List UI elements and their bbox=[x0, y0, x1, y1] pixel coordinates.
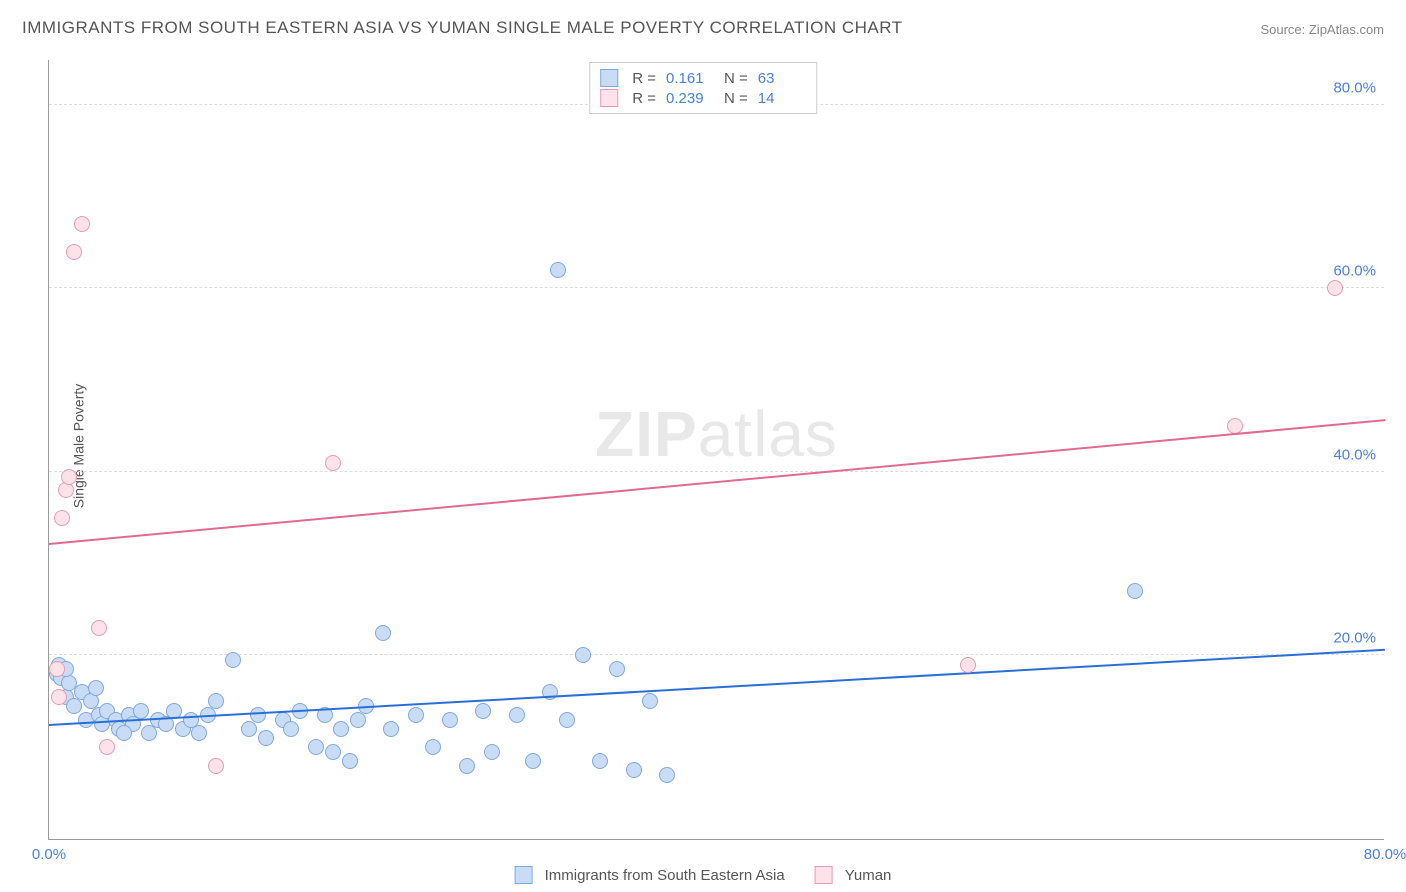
data-point bbox=[283, 721, 299, 737]
gridline bbox=[49, 471, 1384, 472]
data-point bbox=[342, 753, 358, 769]
data-point bbox=[383, 721, 399, 737]
data-point bbox=[325, 744, 341, 760]
data-point bbox=[609, 661, 625, 677]
data-point bbox=[484, 744, 500, 760]
stat-r-value: 0.161 bbox=[666, 70, 714, 87]
y-tick-label: 80.0% bbox=[1333, 79, 1376, 96]
data-point bbox=[659, 767, 675, 783]
plot-area: ZIPatlas 20.0%40.0%60.0%80.0%0.0%80.0% bbox=[48, 60, 1384, 840]
data-point bbox=[592, 753, 608, 769]
stat-n-label: N = bbox=[724, 90, 748, 107]
y-tick-label: 60.0% bbox=[1333, 263, 1376, 280]
stat-n-value: 14 bbox=[758, 90, 806, 107]
data-point bbox=[225, 652, 241, 668]
data-point bbox=[350, 712, 366, 728]
x-tick-label: 0.0% bbox=[32, 846, 66, 863]
data-point bbox=[91, 620, 107, 636]
data-point bbox=[408, 707, 424, 723]
data-point bbox=[133, 703, 149, 719]
legend-stat-row: R = 0.239 N = 14 bbox=[600, 89, 806, 107]
gridline bbox=[49, 287, 1384, 288]
data-point bbox=[116, 725, 132, 741]
data-point bbox=[208, 693, 224, 709]
data-point bbox=[141, 725, 157, 741]
data-point bbox=[51, 689, 67, 705]
data-point bbox=[375, 625, 391, 641]
data-point bbox=[960, 657, 976, 673]
data-point bbox=[58, 482, 74, 498]
data-point bbox=[325, 455, 341, 471]
legend-series-label: Yuman bbox=[845, 867, 892, 884]
data-point bbox=[308, 739, 324, 755]
data-point bbox=[333, 721, 349, 737]
y-tick-label: 40.0% bbox=[1333, 446, 1376, 463]
legend-series: Immigrants from South Eastern Asia Yuman bbox=[515, 866, 892, 884]
data-point bbox=[74, 216, 90, 232]
data-point bbox=[425, 739, 441, 755]
data-point bbox=[1327, 280, 1343, 296]
legend-series-item: Yuman bbox=[815, 866, 892, 884]
data-point bbox=[575, 647, 591, 663]
data-point bbox=[475, 703, 491, 719]
data-point bbox=[54, 510, 70, 526]
data-point bbox=[509, 707, 525, 723]
stat-r-label: R = bbox=[632, 90, 656, 107]
stat-n-value: 63 bbox=[758, 70, 806, 87]
data-point bbox=[258, 730, 274, 746]
data-point bbox=[241, 721, 257, 737]
gridline bbox=[49, 654, 1384, 655]
data-point bbox=[49, 661, 65, 677]
data-point bbox=[525, 753, 541, 769]
legend-swatch bbox=[515, 866, 533, 884]
legend-swatch bbox=[600, 69, 618, 87]
legend-swatch bbox=[600, 89, 618, 107]
chart-title: IMMIGRANTS FROM SOUTH EASTERN ASIA VS YU… bbox=[22, 18, 903, 38]
trend-line bbox=[49, 419, 1385, 545]
data-point bbox=[208, 758, 224, 774]
data-point bbox=[191, 725, 207, 741]
legend-stats-box: R = 0.161 N = 63 R = 0.239 N = 14 bbox=[589, 62, 817, 114]
data-point bbox=[66, 698, 82, 714]
stat-r-label: R = bbox=[632, 70, 656, 87]
legend-swatch bbox=[815, 866, 833, 884]
stat-n-label: N = bbox=[724, 70, 748, 87]
source-attribution: Source: ZipAtlas.com bbox=[1260, 22, 1384, 37]
y-tick-label: 20.0% bbox=[1333, 630, 1376, 647]
legend-series-label: Immigrants from South Eastern Asia bbox=[545, 867, 785, 884]
legend-series-item: Immigrants from South Eastern Asia bbox=[515, 866, 785, 884]
data-point bbox=[250, 707, 266, 723]
data-point bbox=[550, 262, 566, 278]
data-point bbox=[459, 758, 475, 774]
watermark-text: ZIPatlas bbox=[595, 397, 838, 471]
stat-r-value: 0.239 bbox=[666, 90, 714, 107]
trend-line bbox=[49, 649, 1385, 726]
legend-stat-row: R = 0.161 N = 63 bbox=[600, 69, 806, 87]
data-point bbox=[88, 680, 104, 696]
data-point bbox=[442, 712, 458, 728]
data-point bbox=[626, 762, 642, 778]
data-point bbox=[559, 712, 575, 728]
data-point bbox=[1127, 583, 1143, 599]
x-tick-label: 80.0% bbox=[1364, 846, 1406, 863]
data-point bbox=[66, 244, 82, 260]
data-point bbox=[61, 469, 77, 485]
data-point bbox=[99, 739, 115, 755]
data-point bbox=[642, 693, 658, 709]
